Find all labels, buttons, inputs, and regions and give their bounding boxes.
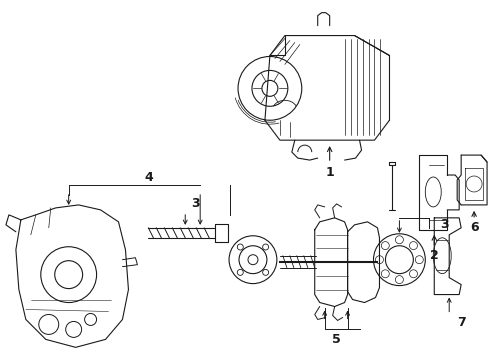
Text: 5: 5 [332, 333, 341, 346]
Text: 4: 4 [144, 171, 153, 184]
Text: 7: 7 [457, 316, 465, 329]
Text: 1: 1 [325, 166, 334, 179]
Text: 3: 3 [191, 197, 199, 210]
Text: 3: 3 [440, 218, 448, 231]
Text: 2: 2 [430, 249, 439, 262]
Text: 6: 6 [470, 221, 478, 234]
